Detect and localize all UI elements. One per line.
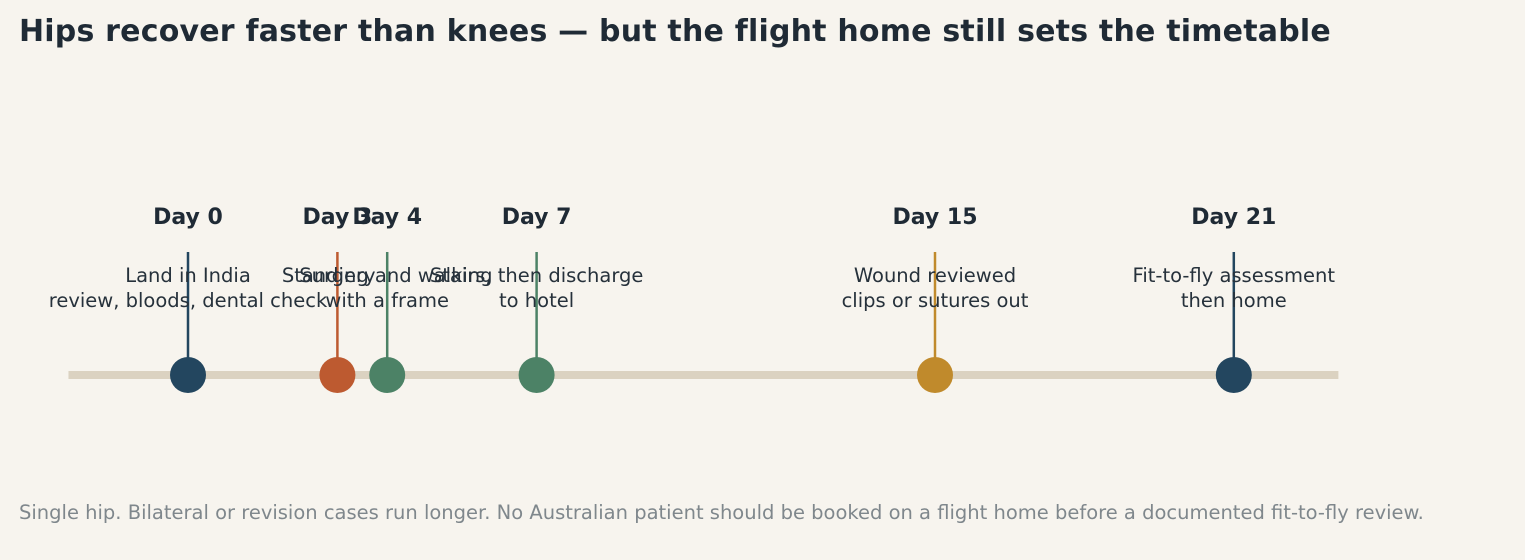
event-day-label: Day 21	[1191, 205, 1276, 230]
event-description: Land in India	[125, 264, 251, 287]
timeline-event: Day 3 Surgery	[299, 205, 376, 393]
chart-title: Hips recover faster than knees — but the…	[19, 14, 1331, 49]
event-day-label: Day 4	[352, 205, 422, 230]
event-description: Wound reviewed	[854, 264, 1016, 287]
event-marker	[917, 357, 953, 393]
footnote: Single hip. Bilateral or revision cases …	[19, 501, 1424, 524]
event-day-label: Day 0	[153, 205, 223, 230]
event-day-label: Day 3	[303, 205, 373, 230]
event-description: Surgery	[299, 264, 375, 287]
event-description: Standing and walking	[282, 264, 493, 287]
event-marker	[369, 357, 406, 393]
event-description: with a frame	[325, 289, 449, 312]
event-marker	[518, 357, 555, 393]
event-marker	[170, 357, 206, 393]
event-marker	[319, 357, 356, 393]
event-description: Fit-to-fly assessment	[1133, 264, 1336, 287]
event-day-label: Day 15	[892, 205, 977, 230]
event-description: to hotel	[499, 289, 574, 312]
timeline-track	[68, 371, 1339, 379]
event-description: then home	[1181, 289, 1287, 312]
event-description: clips or sutures out	[842, 289, 1029, 312]
event-description: review, bloods, dental check	[49, 289, 328, 312]
event-day-label: Day 7	[502, 205, 572, 230]
event-marker	[1215, 357, 1252, 393]
event-description: Stairs, then discharge	[430, 264, 644, 287]
